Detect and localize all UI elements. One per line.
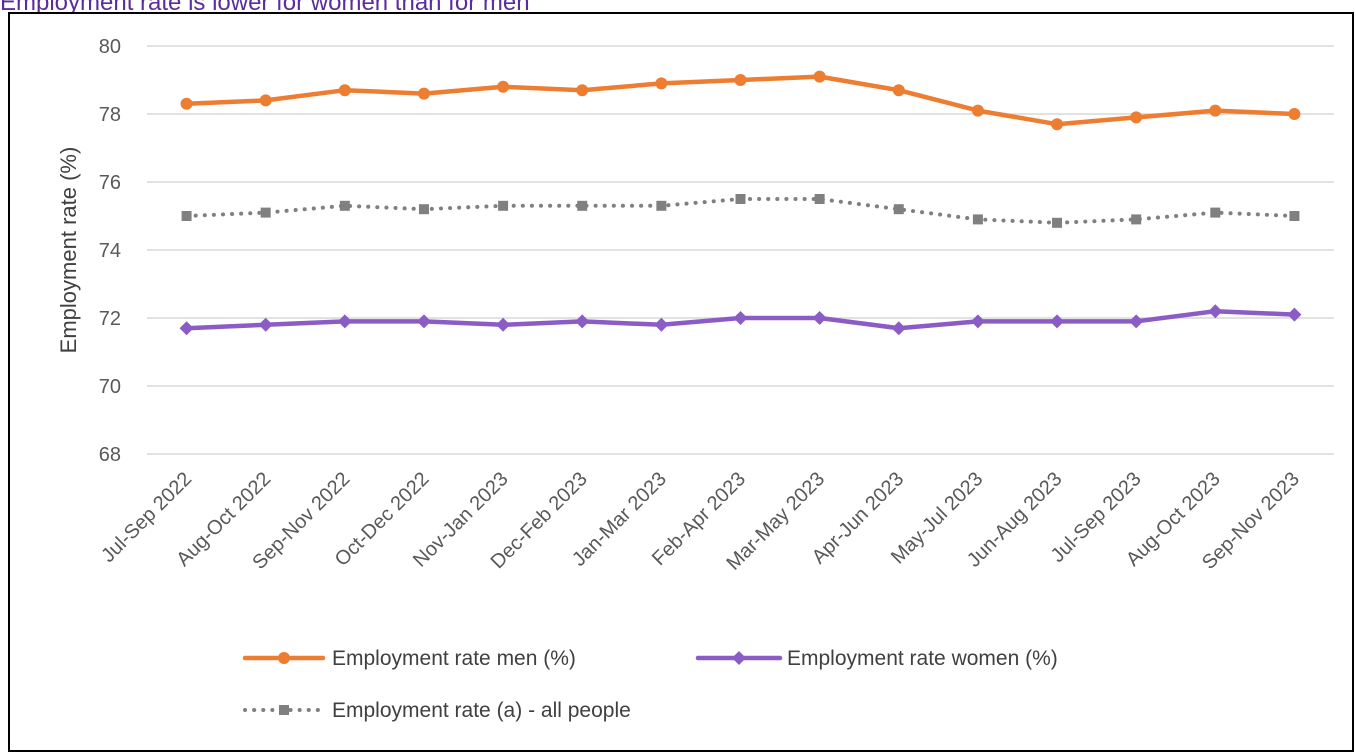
data-point <box>577 200 588 211</box>
y-tick-label: 70 <box>99 376 121 398</box>
data-point <box>496 317 511 332</box>
data-point <box>733 311 748 325</box>
data-point <box>735 194 746 204</box>
legend-item-all-people: Employment rate (a) - all people <box>243 699 631 722</box>
data-point <box>814 194 825 204</box>
data-point <box>654 317 669 332</box>
data-point <box>576 84 589 97</box>
data-point <box>1050 314 1065 329</box>
data-point <box>181 211 192 221</box>
y-tick-label: 68 <box>99 444 121 466</box>
series-all-people <box>181 194 1300 228</box>
data-point <box>498 200 509 211</box>
data-point <box>259 94 272 107</box>
data-point <box>339 200 350 211</box>
y-tick-label: 78 <box>99 104 121 126</box>
data-point <box>1208 304 1223 319</box>
data-point <box>260 207 271 218</box>
legend-label: Employment rate (a) - all people <box>332 699 631 722</box>
legend-item-men: Employment rate men (%) <box>242 647 576 670</box>
data-point <box>1130 111 1143 124</box>
data-point <box>1289 211 1300 221</box>
data-point <box>180 97 193 110</box>
data-point <box>179 321 194 336</box>
data-point <box>971 104 984 117</box>
series-group <box>179 70 1302 336</box>
data-point <box>891 321 906 336</box>
legend: Employment rate men (%) Employment rate w… <box>242 647 1058 722</box>
data-point <box>416 314 431 329</box>
data-point <box>1131 214 1142 225</box>
data-point <box>1052 217 1063 228</box>
data-point <box>655 77 668 90</box>
y-tick-label: 80 <box>99 36 121 58</box>
data-point <box>1210 207 1221 218</box>
data-point <box>258 317 273 332</box>
series-women <box>179 304 1302 336</box>
data-point <box>812 311 827 325</box>
data-point <box>1051 118 1064 131</box>
y-tick-label: 72 <box>99 308 121 330</box>
data-point <box>575 314 590 329</box>
y-tick-label: 74 <box>99 240 121 262</box>
data-point <box>338 84 351 97</box>
y-axis-title: Employment rate (%) <box>56 147 81 354</box>
legend-marker <box>279 705 289 715</box>
data-point <box>1209 104 1222 117</box>
data-point <box>1129 314 1144 329</box>
data-point <box>1288 108 1301 120</box>
legend-label: Employment rate men (%) <box>332 647 576 670</box>
data-point <box>1287 307 1302 322</box>
data-point <box>734 74 747 86</box>
data-point <box>417 87 430 100</box>
data-point <box>813 70 826 83</box>
legend-marker <box>732 651 746 665</box>
data-point <box>892 84 905 97</box>
y-axis-ticks: 68 70 72 74 76 78 80 <box>99 36 121 466</box>
gridlines <box>147 45 1334 455</box>
y-tick-label: 76 <box>99 172 121 194</box>
legend-marker <box>278 652 290 664</box>
chart-frame <box>8 12 1354 752</box>
series-men <box>180 70 1301 131</box>
data-point <box>972 214 983 225</box>
data-point <box>337 314 352 329</box>
data-point <box>418 204 429 215</box>
legend-item-women: Employment rate women (%) <box>695 647 1058 670</box>
data-point <box>970 314 985 329</box>
data-point <box>497 80 510 93</box>
legend-label: Employment rate women (%) <box>787 647 1058 670</box>
data-point <box>893 204 904 215</box>
data-point <box>656 200 667 211</box>
